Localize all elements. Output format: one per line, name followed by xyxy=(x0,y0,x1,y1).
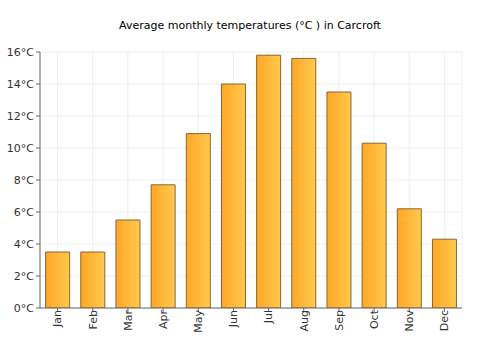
svg-text:May: May xyxy=(192,310,205,333)
svg-text:Mar: Mar xyxy=(122,310,135,331)
svg-text:Feb: Feb xyxy=(87,310,100,329)
svg-text:2°C: 2°C xyxy=(14,270,34,283)
html-text:Average monthly temperatures (: Average monthly temperatures (°C ) in Ca… xyxy=(119,19,381,32)
svg-text:Nov: Nov xyxy=(403,310,416,332)
svg-text:Aug: Aug xyxy=(298,310,311,331)
svg-text:4°C: 4°C xyxy=(14,238,34,251)
svg-text:0°C: 0°C xyxy=(14,302,34,315)
svg-text:14°C: 14°C xyxy=(8,78,34,91)
svg-text:Jul: Jul xyxy=(262,310,275,324)
svg-text:Jan: Jan xyxy=(51,310,64,328)
svg-text:8°C: 8°C xyxy=(14,174,34,187)
svg-text:Dec: Dec xyxy=(438,310,451,331)
svg-text:16°C: 16°C xyxy=(8,46,34,59)
svg-text:10°C: 10°C xyxy=(8,142,34,155)
svg-text:12°C: 12°C xyxy=(8,110,34,123)
svg-text:Jun: Jun xyxy=(227,310,240,328)
svg-text:6°C: 6°C xyxy=(14,206,34,219)
svg-text:Apr: Apr xyxy=(157,310,170,330)
svg-text:Sep: Sep xyxy=(333,310,346,331)
svg-text:Oct: Oct xyxy=(368,309,381,329)
